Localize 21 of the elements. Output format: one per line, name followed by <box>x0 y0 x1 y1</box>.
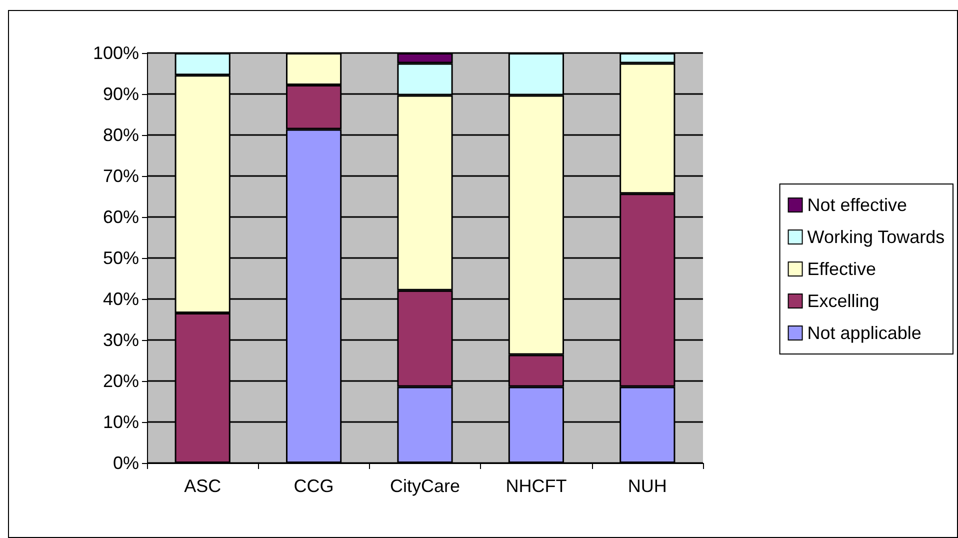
y-tick-label: 60% <box>102 207 139 227</box>
y-tick-label: 80% <box>102 125 139 145</box>
y-tick-label: 100% <box>92 43 139 63</box>
y-tick-label: 70% <box>102 166 139 186</box>
x-tick-label: CityCare <box>390 476 460 496</box>
y-tick-label: 90% <box>102 84 139 104</box>
x-tick-label: NUH <box>628 476 667 496</box>
x-tick-label: ASC <box>184 476 222 496</box>
y-tick-label: 50% <box>102 248 139 268</box>
legend-label: Excelling <box>807 291 880 311</box>
y-tick-label: 20% <box>102 371 139 391</box>
y-tick-label: 30% <box>102 330 139 350</box>
legend-label: Not effective <box>807 195 908 215</box>
y-tick-label: 40% <box>102 289 139 309</box>
y-tick-label: 10% <box>102 412 139 432</box>
legend-label: Working Towards <box>807 227 945 247</box>
legend-label: Effective <box>807 259 876 279</box>
x-tick-label: NHCFT <box>506 476 567 496</box>
x-tick-label: CCG <box>294 476 334 496</box>
legend-label: Not applicable <box>807 323 922 343</box>
y-tick-label: 0% <box>112 453 139 473</box>
